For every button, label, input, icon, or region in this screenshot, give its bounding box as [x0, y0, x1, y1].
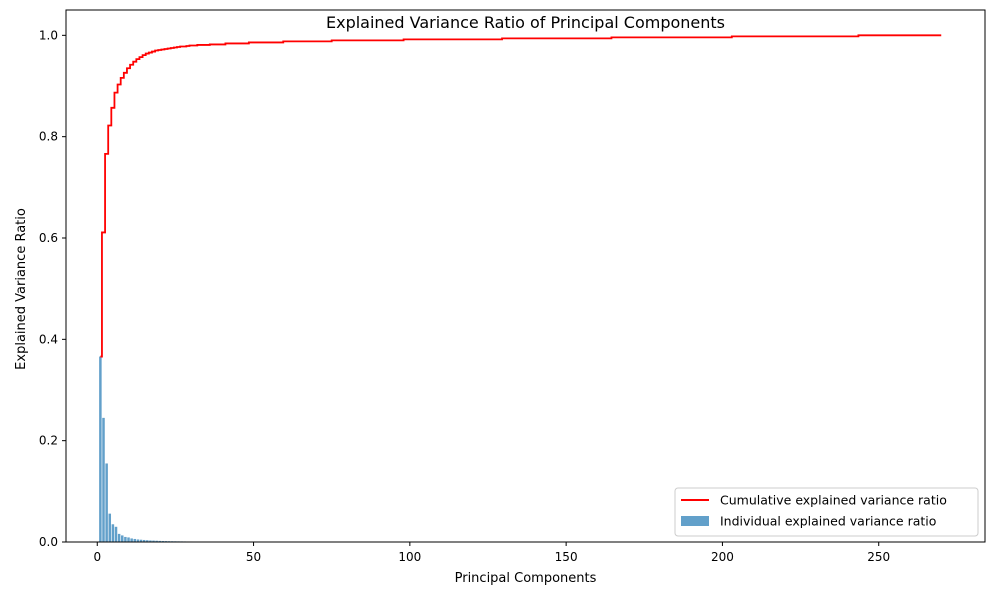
- chart-title: Explained Variance Ratio of Principal Co…: [326, 13, 725, 32]
- y-tick-label: 0.6: [39, 231, 58, 245]
- bar-pc-19: [155, 540, 158, 542]
- plot-frame: [65, 9, 986, 543]
- bar-pc-1: [99, 356, 102, 542]
- cumulative-line-group: [100, 34, 942, 358]
- x-tick-label: 150: [555, 550, 578, 564]
- bar-pc-14: [139, 539, 143, 542]
- y-tick-label: 0.0: [39, 535, 58, 549]
- y-axis-ticks: 0.0 0.2 0.4 0.6 0.8 1.0: [39, 28, 66, 549]
- y-axis-label: Explained Variance Ratio: [14, 208, 29, 370]
- bar-pc-21: [161, 540, 165, 542]
- bar-pc-15: [142, 539, 146, 542]
- x-tick-label: 100: [398, 550, 421, 564]
- cumulative-variance-line: [100, 34, 942, 358]
- x-tick-label: 250: [867, 550, 890, 564]
- x-tick-label: 200: [711, 550, 734, 564]
- legend-label-individual: Individual explained variance ratio: [720, 514, 936, 529]
- x-axis-label: Principal Components: [455, 571, 597, 586]
- bar-pc-12: [133, 538, 137, 542]
- legend-label-cumulative: Cumulative explained variance ratio: [720, 493, 947, 508]
- bar-pc-7: [117, 533, 121, 542]
- bar-pc-20: [158, 540, 162, 542]
- y-tick-label: 1.0: [39, 28, 58, 42]
- bar-pc-2: [102, 417, 105, 542]
- x-axis-ticks: 0 50 100 150 200 250: [93, 542, 890, 564]
- legend: Cumulative explained variance ratio Indi…: [674, 487, 979, 537]
- legend-box: [674, 487, 979, 537]
- bar-pc-6: [114, 526, 118, 542]
- bar-pc-5: [111, 524, 115, 542]
- bar-pc-3: [105, 463, 108, 542]
- x-tick-label: 0: [93, 550, 101, 564]
- x-tick-label: 50: [246, 550, 261, 564]
- bar-pc-11: [130, 538, 133, 542]
- legend-swatch-individual: [681, 516, 709, 526]
- bar-pc-4: [108, 513, 112, 542]
- bar-pc-16: [146, 540, 149, 542]
- bar-pc-18: [152, 540, 155, 542]
- y-tick-label: 0.8: [39, 130, 58, 144]
- bar-pc-10: [127, 537, 130, 542]
- y-tick-label: 0.4: [39, 332, 58, 346]
- y-tick-label: 0.2: [39, 434, 58, 448]
- bar-pc-13: [136, 539, 140, 542]
- bar-pc-8: [121, 535, 124, 542]
- bar-pc-9: [124, 536, 127, 542]
- bar-pc-17: [149, 540, 152, 542]
